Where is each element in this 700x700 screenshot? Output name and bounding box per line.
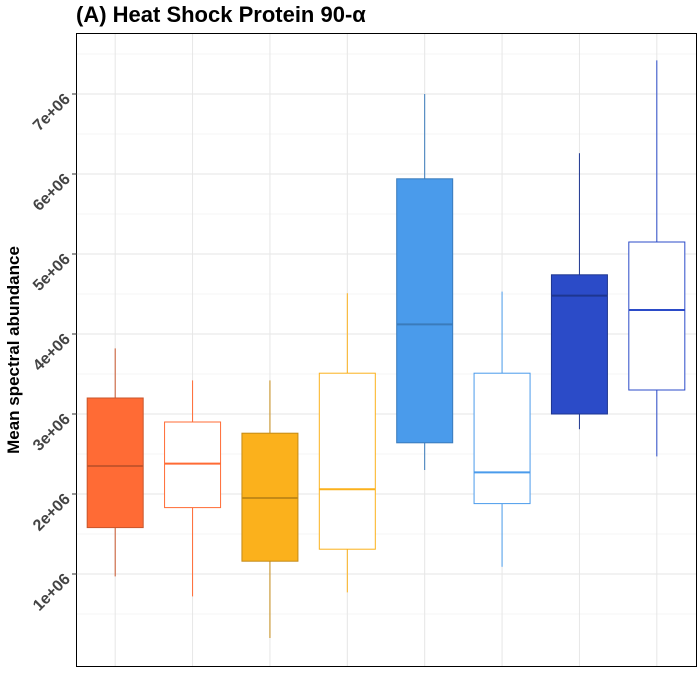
box-iqr	[550, 274, 608, 415]
y-tick-label: 1e+06	[30, 571, 74, 615]
box-6	[473, 291, 531, 567]
y-tick-label: 5e+06	[30, 251, 74, 295]
box-iqr	[628, 241, 686, 391]
box-7	[550, 153, 608, 430]
box-iqr	[473, 372, 531, 505]
box-iqr	[318, 372, 376, 550]
box-series	[86, 60, 686, 638]
box-1	[86, 348, 144, 577]
box-8	[628, 60, 686, 457]
plot-panel-border	[76, 33, 697, 667]
box-2	[164, 380, 222, 597]
box-iqr	[86, 397, 144, 529]
y-tick-label: 3e+06	[30, 411, 74, 455]
y-tick-label: 6e+06	[30, 171, 74, 215]
box-4	[318, 293, 376, 593]
box-iqr	[164, 421, 222, 509]
y-tick-label: 7e+06	[30, 91, 74, 135]
box-iqr	[396, 178, 454, 444]
y-tick-label: 2e+06	[30, 491, 74, 535]
box-5	[396, 94, 454, 470]
chart-title: (A) Heat Shock Protein 90-α	[76, 2, 366, 27]
y-axis: 1e+06 2e+06 3e+06 4e+06 5e+06 6e+06 7e+06	[30, 91, 77, 615]
box-3	[241, 380, 299, 638]
y-tick-label: 4e+06	[30, 331, 74, 375]
